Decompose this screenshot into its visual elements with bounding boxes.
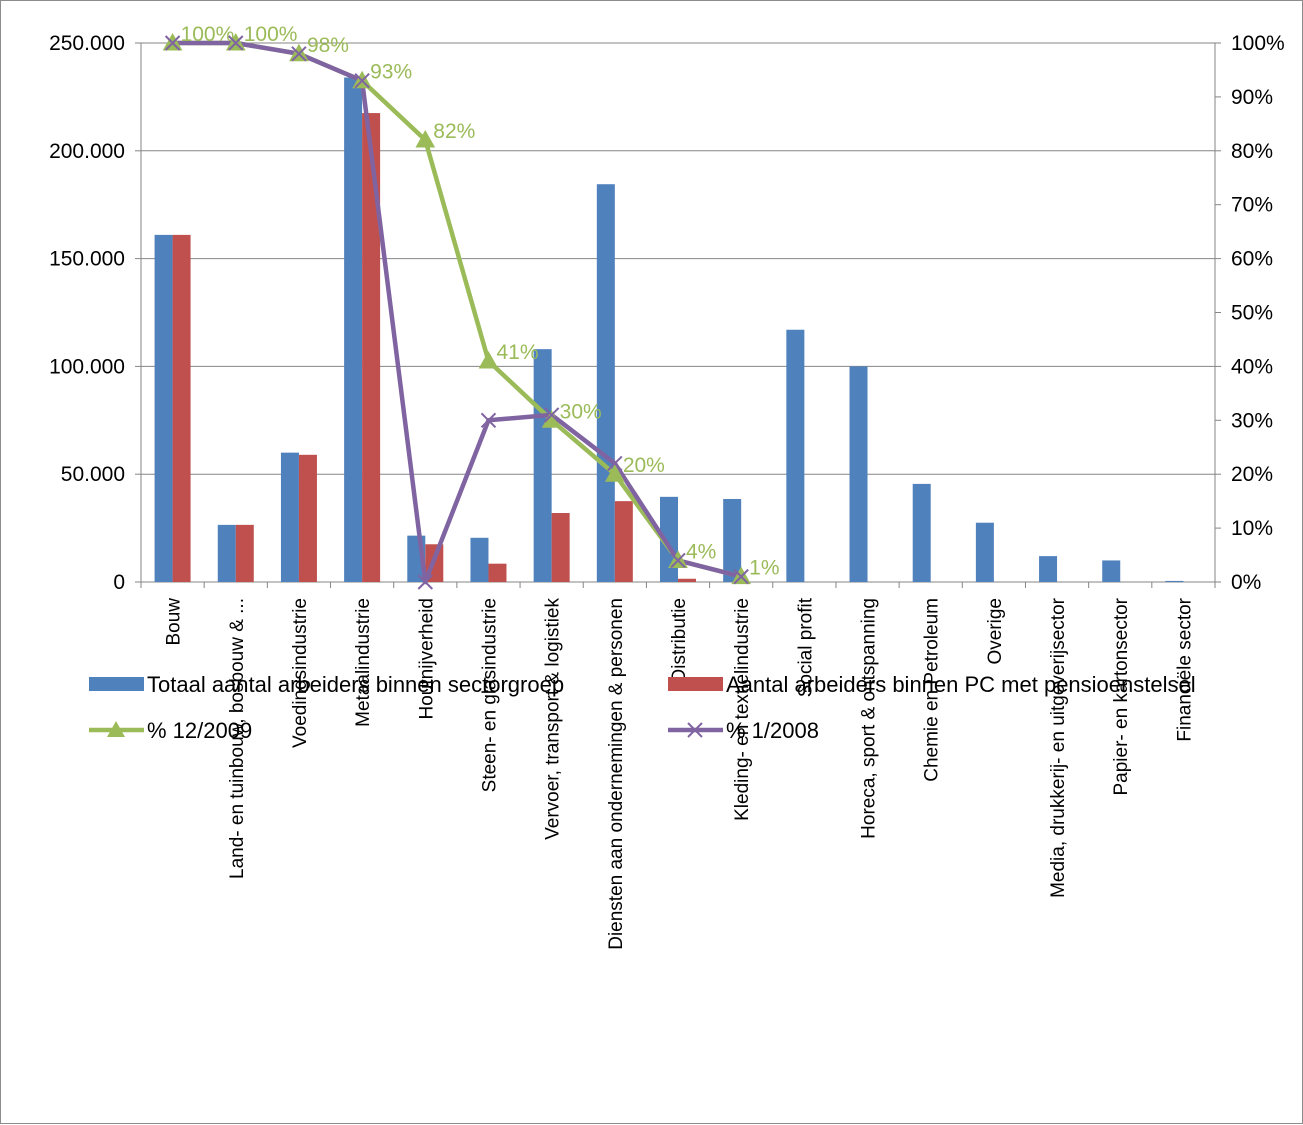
point-marker [417,574,434,590]
y-left-tick-label: 50.000 [61,463,125,486]
x-tick-label: Voedingsindustrie [290,598,311,748]
point-marker [164,35,181,51]
point-marker [670,552,686,569]
y-right-tick-label: 60% [1231,248,1273,271]
legend-swatch [89,677,144,691]
bar [470,537,489,582]
bar [596,184,615,582]
bar [786,329,805,582]
data-label: 41% [496,341,538,364]
bar [533,349,552,582]
bar [849,366,868,582]
bar [488,563,507,582]
bar [298,454,317,582]
x-tick-label: Chemie en Petroleum [922,598,943,782]
point-marker [228,35,244,51]
legend-label: Aantal arbeiders binnen PC met pensioens… [726,672,1196,697]
y-left-tick-label: 0 [113,571,125,594]
series-line [172,40,742,585]
bar [154,234,173,582]
x-tick-label: Social profit [795,597,816,697]
y-right-tick-label: 40% [1231,355,1273,378]
bar [614,501,633,582]
legend-label: % 12/2009 [147,718,252,743]
x-tick-label: Vervoer, transport & logistiek [543,598,564,840]
bar [1039,556,1058,582]
bar [217,524,236,582]
x-tick-label: Diensten aan ondernemingen & personen [606,598,627,950]
data-label: 100% [181,23,235,46]
y-right-tick-label: 100% [1231,32,1285,55]
y-right-tick-label: 80% [1231,140,1273,163]
data-label: 30% [560,400,602,423]
y-left-tick-label: 250.000 [49,32,125,55]
point-marker [415,130,436,148]
bar [235,524,254,582]
bar [172,234,191,582]
legend-label: Totaal aantal arbeiders binnen sectorgro… [147,672,564,697]
data-label: 20% [623,454,665,477]
data-label: 93% [370,61,412,84]
x-tick-label: Horeca, sport & ontspanning [859,598,880,839]
legend-label: % 1/2008 [726,718,819,743]
bar [912,483,931,582]
x-tick-label: Bouw [164,598,185,646]
legend-marker [687,722,703,738]
bar [1165,580,1184,582]
x-tick-label: Houtnijverheid [416,598,437,719]
x-tick-label: Metaalindustrie [353,598,374,727]
point-marker [291,46,307,62]
legend-marker [107,721,125,737]
y-right-tick-label: 0% [1231,571,1261,594]
bar [362,113,381,582]
bar [723,498,742,582]
x-tick-label: Financiële sector [1174,597,1195,741]
data-label: 1% [749,557,779,580]
y-right-tick-label: 30% [1231,409,1273,432]
y-right-tick-label: 20% [1231,463,1273,486]
y-right-tick-label: 90% [1231,86,1273,109]
point-marker [354,73,370,89]
x-tick-label: Papier- en kartonsector [1111,597,1132,795]
x-tick-label: Kleding- en textielindustrie [732,598,753,821]
point-marker [478,350,499,369]
x-tick-label: Steen- en glasindustrie [479,598,500,792]
point-marker [480,412,497,429]
bar [678,578,696,582]
bar [1102,560,1121,582]
point-marker [733,568,749,585]
x-tick-label: Land- en tuinbouw, bosbouw & ... [227,598,248,879]
data-label: 100% [244,23,298,46]
bar [280,452,299,582]
data-label: 98% [307,34,349,57]
legend-swatch [668,677,723,691]
x-tick-label: Media, drukkerij- en uitgeverijsector [1048,597,1069,898]
bar [975,522,994,582]
data-label: 4% [686,540,716,563]
x-tick-label: Overige [985,598,1006,665]
bar [551,513,570,582]
point-marker [604,464,625,482]
bar [344,77,363,582]
y-right-tick-label: 70% [1231,194,1273,217]
y-left-tick-label: 150.000 [49,248,125,271]
x-tick-label: Distributie [669,598,690,682]
y-right-tick-label: 10% [1231,517,1273,540]
y-right-tick-label: 50% [1231,302,1273,325]
y-left-tick-label: 100.000 [49,355,125,378]
point-marker [607,455,623,472]
y-left-tick-label: 200.000 [49,140,125,163]
point-marker [543,407,560,423]
data-label: 82% [433,120,475,143]
